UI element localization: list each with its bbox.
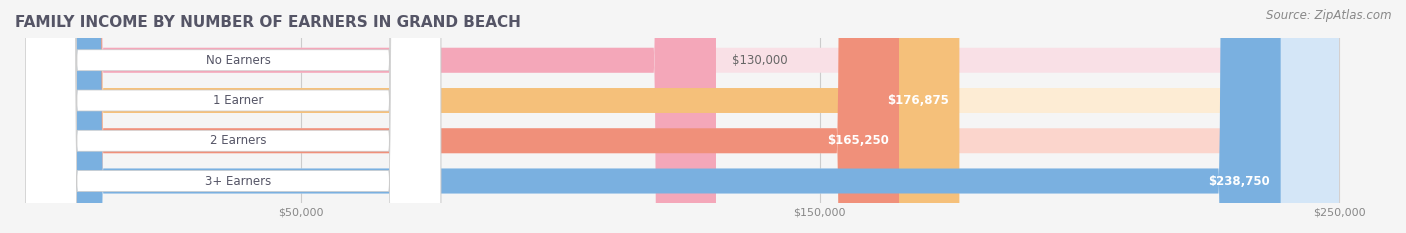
Text: 3+ Earners: 3+ Earners xyxy=(205,175,271,188)
FancyBboxPatch shape xyxy=(41,0,1339,233)
FancyBboxPatch shape xyxy=(41,0,898,233)
FancyBboxPatch shape xyxy=(41,0,959,233)
FancyBboxPatch shape xyxy=(41,0,716,233)
Text: $176,875: $176,875 xyxy=(887,94,949,107)
Text: $165,250: $165,250 xyxy=(827,134,889,147)
Text: $238,750: $238,750 xyxy=(1209,175,1270,188)
Text: FAMILY INCOME BY NUMBER OF EARNERS IN GRAND BEACH: FAMILY INCOME BY NUMBER OF EARNERS IN GR… xyxy=(15,15,520,30)
Text: $130,000: $130,000 xyxy=(731,54,787,67)
FancyBboxPatch shape xyxy=(41,0,1339,233)
Text: 2 Earners: 2 Earners xyxy=(209,134,267,147)
FancyBboxPatch shape xyxy=(25,0,441,233)
FancyBboxPatch shape xyxy=(25,0,441,233)
FancyBboxPatch shape xyxy=(25,0,441,233)
Text: 1 Earner: 1 Earner xyxy=(214,94,263,107)
FancyBboxPatch shape xyxy=(41,0,1281,233)
Text: Source: ZipAtlas.com: Source: ZipAtlas.com xyxy=(1267,9,1392,22)
FancyBboxPatch shape xyxy=(41,0,1339,233)
FancyBboxPatch shape xyxy=(25,0,441,233)
FancyBboxPatch shape xyxy=(41,0,1339,233)
Text: No Earners: No Earners xyxy=(205,54,271,67)
